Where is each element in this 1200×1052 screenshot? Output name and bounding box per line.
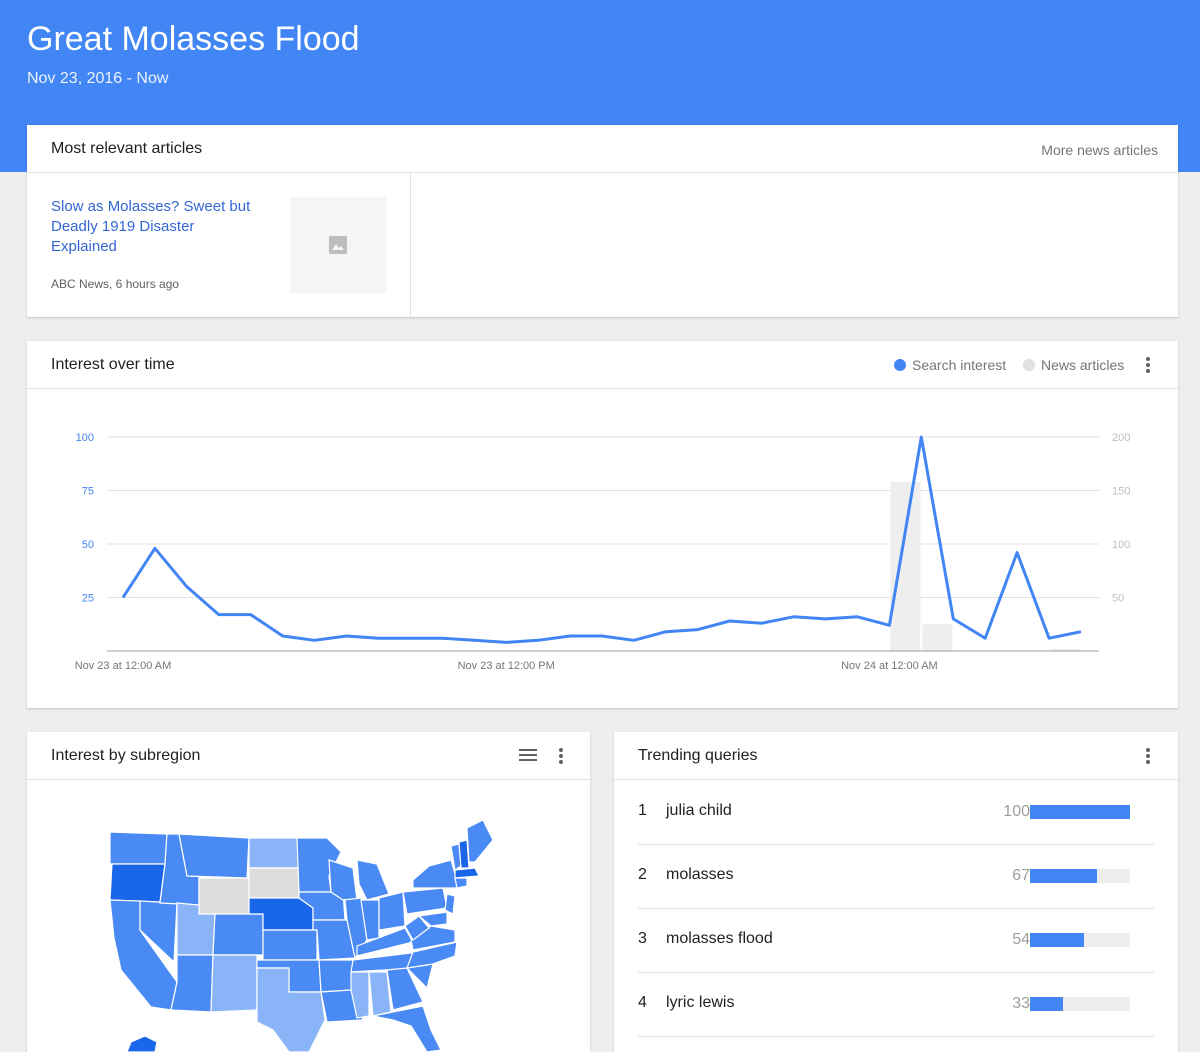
x-tick-label: Nov 24 at 12:00 AM xyxy=(841,660,938,672)
x-tick-label: Nov 23 at 12:00 AM xyxy=(75,660,172,672)
legend-news-articles[interactable]: News articles xyxy=(1023,357,1124,373)
map-state-ct[interactable] xyxy=(454,877,468,889)
subregion-card-header: Interest by subregion xyxy=(27,732,590,780)
more-news-articles-link[interactable]: More news articles xyxy=(1041,142,1158,158)
legend-search-interest-label: Search interest xyxy=(912,357,1007,373)
page-title: Great Molasses Flood xyxy=(27,20,360,58)
query-text: molasses flood xyxy=(666,930,773,947)
y-right-tick-label: 150 xyxy=(1112,486,1130,498)
query-bar xyxy=(1030,997,1130,1011)
query-bar-fill xyxy=(1030,933,1084,947)
map-state-nm[interactable] xyxy=(210,954,258,1013)
map-state-ga[interactable] xyxy=(386,967,424,1011)
y-right-tick-label: 200 xyxy=(1112,432,1130,444)
article-item: Slow as Molasses? Sweet but Deadly 1919 … xyxy=(27,173,411,317)
map-state-me[interactable] xyxy=(466,819,494,863)
us-states-map[interactable] xyxy=(27,780,590,1052)
x-tick-label: Nov 23 at 12:00 PM xyxy=(458,660,555,672)
interest-card-header: Interest over time Search interest News … xyxy=(27,341,1178,389)
trending-card-title: Trending queries xyxy=(638,747,758,764)
subregion-card-title: Interest by subregion xyxy=(51,747,201,764)
legend-news-articles-label: News articles xyxy=(1041,357,1125,373)
articles-card-title: Most relevant articles xyxy=(51,140,203,157)
query-value: 67 xyxy=(1012,867,1030,884)
map-state-wi[interactable] xyxy=(328,859,358,901)
map-state-mi[interactable] xyxy=(356,859,390,901)
query-row[interactable]: 2 molasses 67 xyxy=(638,844,1154,909)
map-state-co[interactable] xyxy=(212,913,264,956)
news-articles-bar xyxy=(922,624,953,651)
image-placeholder-icon xyxy=(329,236,347,254)
query-bar-fill xyxy=(1030,805,1130,819)
query-text: lyric lewis xyxy=(666,994,735,1011)
subregion-more-vert-icon[interactable] xyxy=(549,744,573,768)
interest-by-subregion-card: Interest by subregion xyxy=(27,732,590,1052)
date-range: Nov 23, 2016 - Now xyxy=(27,70,169,87)
trending-card-header: Trending queries xyxy=(614,732,1178,780)
query-value: 100 xyxy=(1003,803,1030,820)
search-interest-dot-icon xyxy=(894,359,906,371)
query-bar xyxy=(1030,805,1130,819)
map-state-mt[interactable] xyxy=(178,833,250,879)
query-bar-fill xyxy=(1030,997,1063,1011)
trending-queries-card: Trending queries 1 julia child 100 2 mol… xyxy=(614,732,1178,1052)
map-state-or[interactable] xyxy=(109,863,166,903)
query-row[interactable]: 1 julia child 100 xyxy=(638,780,1154,845)
news-articles-bar xyxy=(1050,648,1081,651)
search-interest-line xyxy=(121,435,1082,644)
list-view-icon[interactable] xyxy=(519,749,541,765)
query-value: 54 xyxy=(1012,931,1030,948)
y-left-tick-label: 100 xyxy=(76,432,94,444)
query-rank: 3 xyxy=(638,930,647,947)
map-state-ks[interactable] xyxy=(262,929,318,961)
map-state-ar[interactable] xyxy=(318,959,354,993)
query-rank: 1 xyxy=(638,802,647,819)
article-headline-link[interactable]: Slow as Molasses? Sweet but Deadly 1919 … xyxy=(51,198,251,255)
trending-more-vert-icon[interactable] xyxy=(1136,744,1160,768)
map-state-nd[interactable] xyxy=(248,837,300,869)
y-right-tick-label: 100 xyxy=(1112,539,1130,551)
map-state-wv[interactable] xyxy=(404,915,430,941)
articles-card-header: Most relevant articles More news article… xyxy=(27,125,1178,173)
news-articles-bar xyxy=(890,481,921,651)
map-state-nj[interactable] xyxy=(444,893,456,915)
interest-chart: 25 50 75 100 50 100 150 200 Nov 23 at 12:00 AM No… xyxy=(75,432,1131,672)
y-left-tick-label: 50 xyxy=(82,539,94,551)
interest-more-vert-icon[interactable] xyxy=(1136,353,1160,377)
map-state-wy[interactable] xyxy=(198,877,250,915)
article-source: ABC News, 6 hours ago xyxy=(51,277,180,291)
query-row[interactable]: 4 lyric lewis 33 xyxy=(638,972,1154,1037)
y-left-tick-label: 25 xyxy=(82,593,94,605)
query-bar-fill xyxy=(1030,869,1097,883)
y-left-tick-label: 75 xyxy=(82,486,94,498)
query-text: molasses xyxy=(666,866,734,883)
query-rank: 4 xyxy=(638,994,647,1011)
articles-card: Most relevant articles More news article… xyxy=(27,125,1178,317)
map-state-ms[interactable] xyxy=(350,971,370,1019)
query-text: julia child xyxy=(666,802,732,819)
query-rank: 2 xyxy=(638,866,647,883)
map-state-md[interactable] xyxy=(417,911,448,927)
y-right-tick-label: 50 xyxy=(1112,593,1124,605)
map-state-ak[interactable] xyxy=(126,1035,158,1052)
legend-search-interest[interactable]: Search interest xyxy=(894,357,1006,373)
map-state-wa[interactable] xyxy=(109,831,168,865)
map-state-ny[interactable] xyxy=(412,859,460,889)
map-state-il[interactable] xyxy=(342,897,368,960)
query-bar xyxy=(1030,869,1130,883)
interest-card-title: Interest over time xyxy=(51,356,175,373)
map-state-sd[interactable] xyxy=(248,867,300,899)
map-state-pa[interactable] xyxy=(402,887,448,915)
map-state-az[interactable] xyxy=(170,954,214,1013)
query-row[interactable]: 3 molasses flood 54 xyxy=(638,908,1154,973)
map-state-ma[interactable] xyxy=(454,867,480,879)
news-articles-dot-icon xyxy=(1023,359,1035,371)
map-state-nc[interactable] xyxy=(406,941,458,969)
query-value: 33 xyxy=(1012,995,1030,1012)
map-state-oh[interactable] xyxy=(378,891,406,931)
article-thumbnail[interactable] xyxy=(290,197,386,293)
interest-over-time-card: Interest over time Search interest News … xyxy=(27,341,1178,708)
query-bar xyxy=(1030,933,1130,947)
